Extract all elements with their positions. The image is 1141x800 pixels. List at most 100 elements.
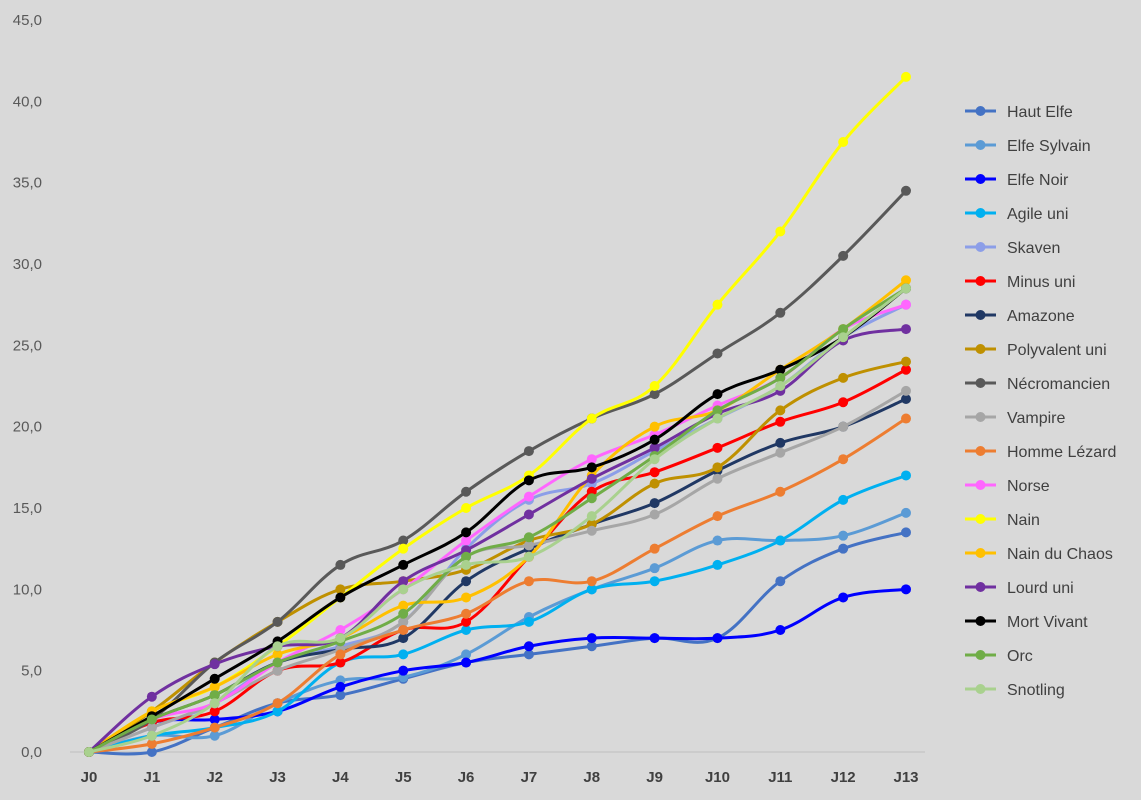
- data-point: [335, 592, 346, 603]
- data-point: [335, 559, 346, 570]
- data-point: [209, 722, 220, 733]
- legend-swatch-marker: [975, 242, 986, 252]
- data-point: [586, 454, 597, 465]
- legend-label: Agile uni: [1007, 206, 1068, 223]
- data-point: [586, 493, 597, 504]
- legend-item: Amazone: [965, 308, 1075, 325]
- data-point: [775, 307, 786, 318]
- data-point: [838, 137, 849, 147]
- data-point: [272, 706, 283, 717]
- data-point: [335, 625, 346, 635]
- y-tick-label: 0,0: [21, 744, 42, 761]
- x-tick-label: J3: [269, 769, 286, 786]
- legend-item: Vampire: [965, 410, 1065, 427]
- data-point: [523, 649, 534, 660]
- legend-item: Haut Elfe: [965, 104, 1073, 121]
- data-point: [901, 470, 911, 481]
- legend-item: Norse: [965, 478, 1050, 495]
- data-point: [209, 730, 220, 741]
- legend-swatch-marker: [975, 208, 986, 218]
- data-point: [398, 633, 409, 644]
- data-point: [586, 641, 597, 652]
- data-point: [335, 657, 346, 668]
- data-point: [838, 592, 849, 603]
- legend-item: Homme Lézard: [965, 444, 1116, 461]
- legend-label: Nain: [1007, 512, 1040, 529]
- data-point: [398, 576, 409, 587]
- data-point: [586, 525, 597, 536]
- data-point: [838, 454, 849, 465]
- legend-label: Lourd uni: [1007, 580, 1074, 597]
- data-point: [586, 633, 597, 644]
- legend-swatch-marker: [975, 310, 986, 320]
- data-point: [649, 434, 660, 445]
- legend-swatch-marker: [975, 174, 986, 184]
- legend-item: Minus uni: [965, 274, 1075, 291]
- data-point: [775, 447, 786, 458]
- legend-item: Nécromancien: [965, 376, 1110, 393]
- data-point: [398, 616, 409, 627]
- data-point: [335, 584, 346, 595]
- data-point: [209, 690, 220, 701]
- data-point: [649, 478, 660, 489]
- series-line: [87, 286, 908, 754]
- data-point: [523, 551, 534, 562]
- data-point: [398, 600, 409, 611]
- x-axis-ticks: J0 J1 J2 J3 J4 J5 J6 J7 J8 J9 J10 J11 J12 J13: [81, 769, 919, 786]
- data-point: [461, 616, 472, 627]
- legend-label: Nécromancien: [1007, 376, 1110, 393]
- data-point: [649, 381, 660, 391]
- data-point: [461, 657, 472, 668]
- data-point: [712, 473, 723, 484]
- x-tick-label: J6: [458, 769, 475, 786]
- x-tick-label: J5: [395, 769, 412, 786]
- data-point: [838, 332, 849, 343]
- legend-swatch-marker: [975, 480, 986, 490]
- data-point: [461, 551, 472, 562]
- series-line: [87, 75, 908, 754]
- data-point: [901, 584, 911, 595]
- series-group: [84, 71, 911, 757]
- y-tick-label: 20,0: [13, 419, 42, 436]
- legend-swatch-marker: [975, 684, 986, 694]
- legend-item: Polyvalent uni: [965, 342, 1107, 359]
- data-point: [775, 437, 786, 448]
- data-point: [272, 665, 283, 676]
- data-point: [272, 649, 283, 660]
- data-point: [712, 633, 723, 644]
- data-point: [272, 698, 283, 709]
- data-point: [398, 559, 409, 570]
- y-tick-label: 40,0: [13, 93, 42, 110]
- legend-swatch-marker: [975, 650, 986, 660]
- legend-swatch-marker: [975, 582, 986, 592]
- data-point: [649, 543, 660, 554]
- data-point: [775, 226, 786, 237]
- y-tick-label: 10,0: [13, 581, 42, 598]
- data-point: [461, 503, 472, 513]
- legend-label: Polyvalent uni: [1007, 342, 1107, 359]
- data-point: [712, 442, 723, 453]
- data-point: [461, 559, 472, 570]
- data-point: [712, 535, 723, 546]
- x-tick-label: J7: [521, 769, 538, 786]
- data-point: [398, 535, 409, 546]
- data-point: [523, 475, 534, 486]
- data-point: [901, 275, 911, 286]
- data-point: [838, 494, 849, 505]
- data-point: [838, 372, 849, 383]
- series-line: [87, 286, 908, 754]
- data-point: [838, 421, 849, 432]
- data-point: [901, 299, 911, 310]
- data-point: [649, 498, 660, 509]
- data-point: [838, 250, 849, 261]
- data-point: [523, 540, 534, 551]
- data-point: [712, 559, 723, 570]
- data-point: [461, 625, 472, 635]
- data-point: [649, 454, 660, 465]
- data-point: [901, 394, 911, 405]
- data-point: [712, 405, 723, 416]
- data-point: [146, 747, 157, 757]
- data-point: [649, 467, 660, 478]
- legend-label: Orc: [1007, 648, 1033, 665]
